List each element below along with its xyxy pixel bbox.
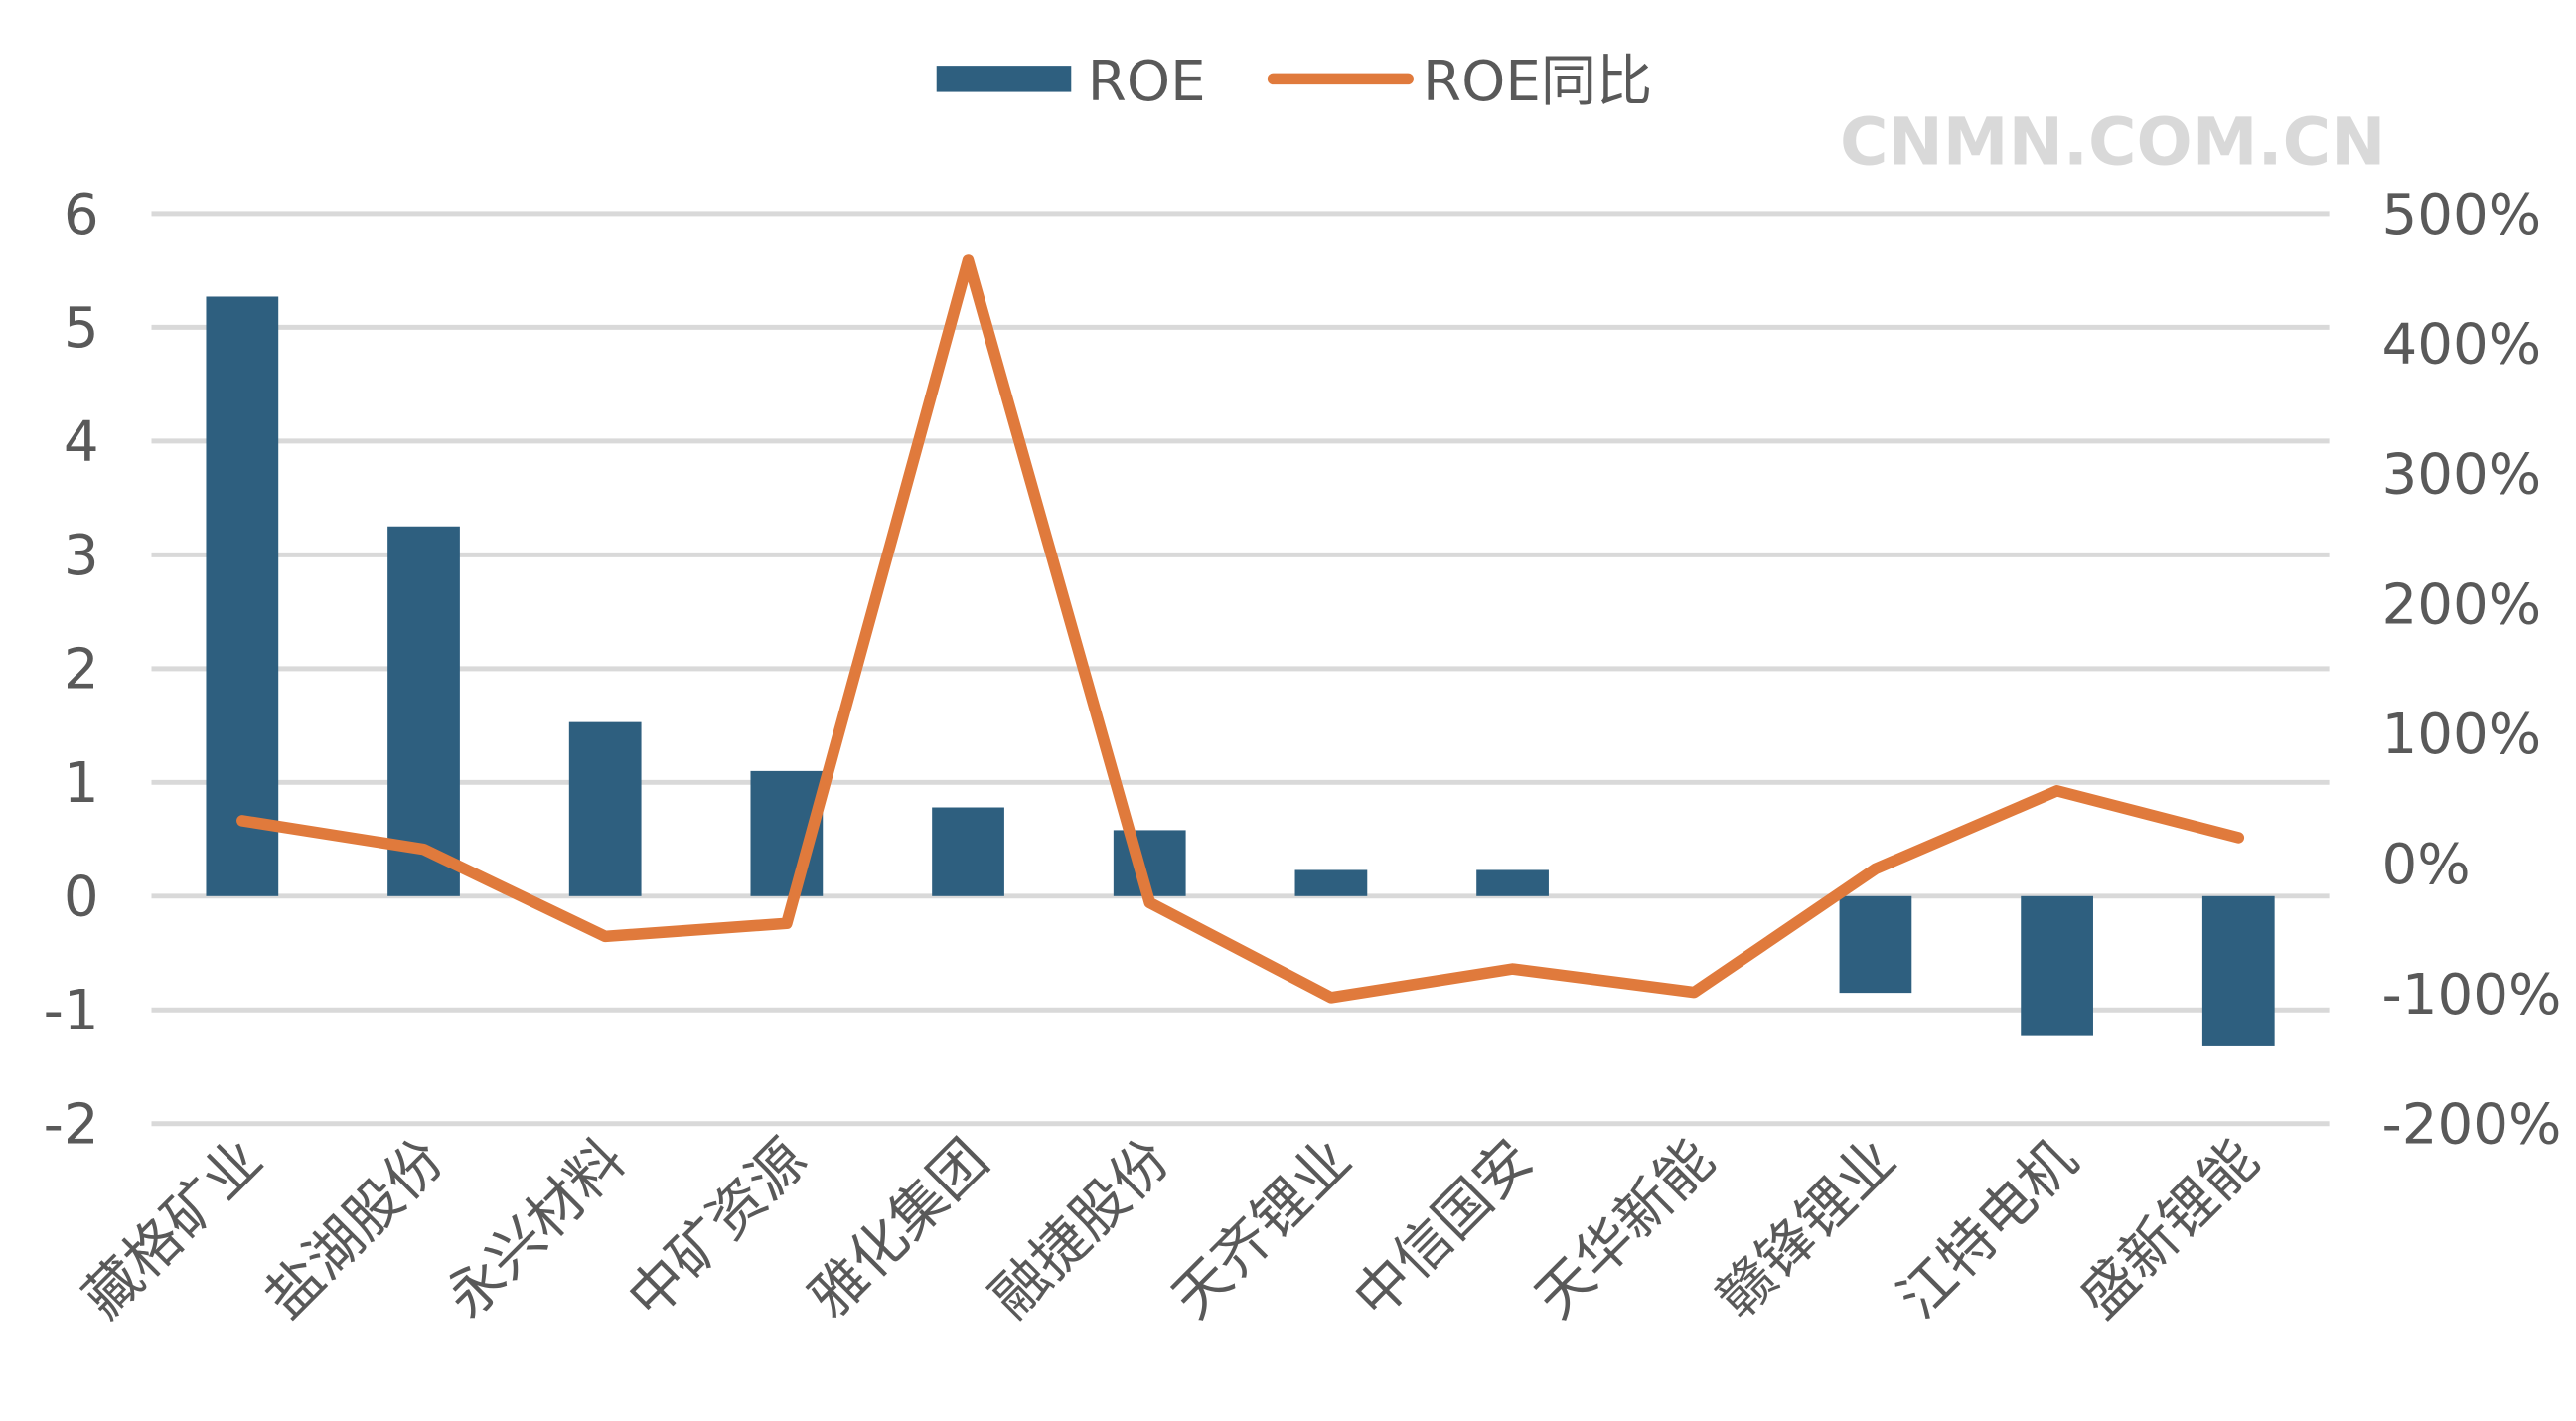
category-label: 雅化集团: [798, 1127, 1001, 1331]
bar-天齐锂业: [1294, 869, 1368, 896]
category-label: 中信国安: [1342, 1127, 1546, 1331]
category-labels: 藏格矿业盐湖股份永兴材料中矿资源雅化集团融捷股份天齐锂业中信国安天华新能赣锋锂业…: [72, 1127, 2271, 1331]
category-label: 中矿资源: [616, 1127, 820, 1331]
left-tick-label: 1: [64, 751, 99, 816]
legend-label-roe: ROE: [1088, 50, 1206, 114]
category-label: 天齐锂业: [1160, 1127, 1364, 1331]
roe-bars: [206, 296, 2275, 1046]
legend: ROE ROE同比: [936, 50, 1652, 114]
bar-盛新锂能: [2201, 895, 2275, 1046]
category-label: 永兴材料: [434, 1127, 638, 1331]
bar-盐湖股份: [387, 526, 460, 896]
category-label: 藏格矿业: [72, 1127, 275, 1331]
left-tick-label: 4: [64, 410, 99, 475]
left-tick-label: 3: [64, 524, 99, 588]
right-tick-label: 300%: [2382, 442, 2542, 507]
category-label: 赣锋锂业: [1705, 1127, 1908, 1331]
category-label: 盐湖股份: [253, 1127, 457, 1331]
right-tick-label: 0%: [2382, 833, 2471, 897]
watermark: CNMN.COM.CN: [1840, 103, 2386, 180]
left-tick-label: 0: [64, 866, 99, 930]
right-tick-label: -200%: [2382, 1093, 2562, 1158]
legend-swatch-roe: [936, 66, 1072, 92]
bar-藏格矿业: [206, 296, 279, 896]
left-tick-label: -1: [44, 979, 99, 1043]
roe-yoy-line: [236, 254, 2245, 1004]
right-axis: 500% 400% 300% 200% 100% 0% -100% -200%: [2382, 183, 2562, 1158]
bar-赣锋锂业: [1839, 895, 1912, 994]
category-label: 融捷股份: [979, 1127, 1182, 1331]
gridlines: [151, 211, 2330, 1127]
left-tick-label: 5: [64, 296, 99, 361]
left-tick-label: 2: [64, 638, 99, 703]
left-tick-label: -2: [44, 1093, 99, 1158]
left-axis: 6 5 4 3 2 1 0 -1 -2: [44, 183, 99, 1158]
bar-江特电机: [2021, 895, 2093, 1036]
bar-中信国安: [1476, 869, 1549, 896]
category-label: 天华新能: [1523, 1127, 1727, 1331]
right-tick-label: 500%: [2382, 183, 2542, 247]
legend-label-roe-yoy: ROE同比: [1423, 50, 1652, 114]
left-tick-label: 6: [64, 183, 99, 247]
right-tick-label: 400%: [2382, 313, 2542, 378]
category-label: 江特电机: [1887, 1127, 2090, 1331]
category-label: 盛新锂能: [2067, 1127, 2271, 1331]
right-tick-label: 100%: [2382, 703, 2542, 767]
bar-永兴材料: [568, 721, 642, 896]
right-tick-label: -100%: [2382, 963, 2562, 1027]
bar-雅化集团: [932, 807, 1004, 896]
line-roe-yoy: [236, 254, 2245, 1004]
right-tick-label: 200%: [2382, 572, 2542, 637]
